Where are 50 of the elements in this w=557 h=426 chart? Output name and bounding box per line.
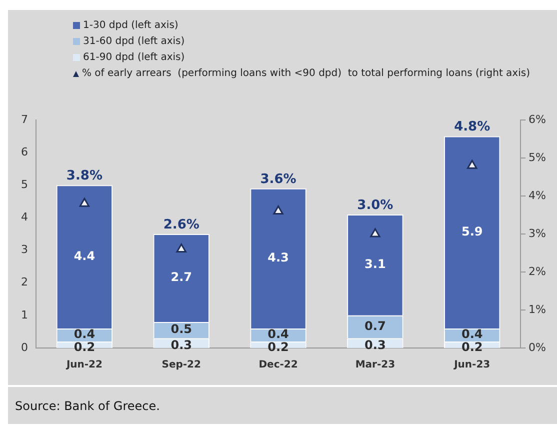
x-tick-label: Jun-23 [453, 360, 490, 371]
point [273, 205, 284, 214]
data-label: 4.3 [268, 250, 289, 265]
y2-tick-label: 5% [528, 150, 546, 164]
data-label: 0.5 [170, 322, 192, 336]
data-label: 0.7 [364, 318, 386, 333]
data-label: 3.8% [66, 168, 102, 184]
data-label: 2.7 [170, 270, 192, 284]
source-note: Source: Bank of Greece. [15, 398, 160, 412]
y-tick-label: 1 [21, 308, 28, 322]
y2-tick-label: 6% [528, 112, 546, 126]
data-label: 2.6% [163, 217, 200, 232]
data-label: 3.1 [364, 257, 386, 272]
y-tick-label: 5 [21, 178, 28, 191]
point [370, 228, 380, 238]
data-label: 0.3 [364, 338, 386, 352]
data-label: 0.2 [74, 340, 96, 354]
data-label: 0.2 [268, 340, 289, 354]
data-label: 0.4 [461, 327, 483, 342]
data-label: 4.4 [74, 248, 96, 263]
y2-tick-label: 2% [528, 264, 546, 278]
x-tick-label: Mar-23 [355, 360, 396, 371]
y2-tick-label: 3% [528, 226, 546, 240]
y-tick-label: 6 [21, 145, 28, 158]
y-tick-label: 2 [21, 276, 28, 289]
point [79, 198, 90, 207]
data-label: 4.8% [454, 120, 490, 135]
y2-tick-label: 1% [528, 302, 546, 316]
data-label: 3.6% [260, 172, 296, 187]
point [176, 243, 186, 252]
legend-label: 1-30 dpd (left axis) [83, 20, 178, 31]
x-tick-label: Sep-22 [162, 360, 202, 371]
data-label: 5.9 [461, 224, 483, 238]
y-tick-label: 3 [21, 243, 28, 256]
legend-label: 61-90 dpd (left axis) [83, 52, 185, 63]
y-tick-label: 4 [21, 210, 28, 224]
data-label: 0.4 [268, 327, 289, 342]
x-tick-label: Jun-22 [65, 360, 103, 371]
data-label: 0.2 [461, 340, 483, 354]
y2-tick-label: 0% [528, 340, 546, 354]
y-tick-label: 7 [21, 112, 28, 126]
legend-label: % of early arrears (performing loans with <90 dpd) to total performing loans (right axis) [82, 68, 530, 79]
y-tick-label: 0 [21, 340, 28, 354]
legend-label: 31-60 dpd (left axis) [83, 36, 185, 47]
y2-tick-label: 4% [528, 188, 546, 202]
x-tick-label: Dec-22 [258, 360, 298, 371]
data-label: 3.0% [357, 198, 394, 213]
data-label: 0.4 [74, 327, 96, 342]
data-label: 0.3 [170, 338, 192, 352]
point [467, 160, 478, 169]
